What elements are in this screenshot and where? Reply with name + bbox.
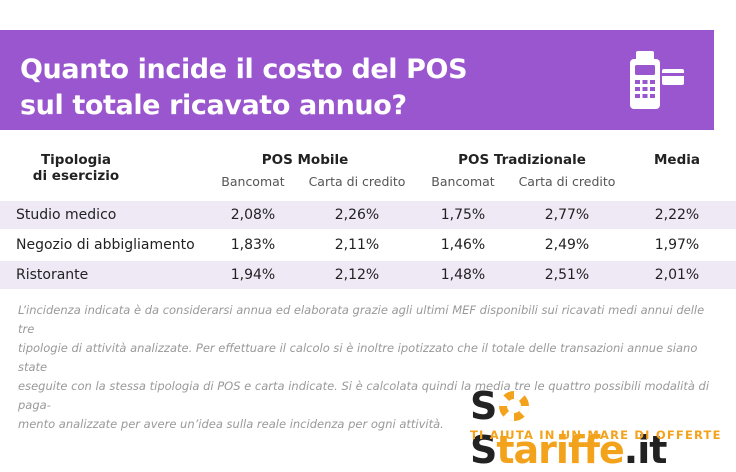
cell-traditional-credit: 2,51% bbox=[544, 267, 590, 283]
cell-traditional-bancomat: 1,46% bbox=[440, 237, 486, 253]
sub-header-mobile-bancomat: Bancomat bbox=[221, 174, 285, 189]
cell-mobile-credit: 2,11% bbox=[334, 237, 380, 253]
footnote-line: tipologie di attività analizzate. Per ef… bbox=[18, 341, 698, 374]
table-row: Studio medico 2,08% 2,26% 1,75% 2,77% 2,… bbox=[0, 201, 736, 229]
sostariffe-logo: S Stariffe.it TI AIUTA IN UN MARE DI OFF… bbox=[470, 384, 722, 472]
sub-header-traditional-bancomat: Bancomat bbox=[431, 174, 495, 189]
col-header-type: Tipologia di esercizio bbox=[20, 152, 132, 184]
col-header-type-line-2: di esercizio bbox=[32, 168, 120, 184]
cell-mobile-credit: 2,12% bbox=[334, 267, 380, 283]
footnote-line: eseguite con la stessa tipologia di POS … bbox=[18, 379, 710, 412]
page-title: Quanto incide il costo del POS sul total… bbox=[20, 52, 580, 124]
title-banner bbox=[0, 30, 714, 130]
logo-tagline: TI AIUTA IN UN MARE DI OFFERTE bbox=[470, 428, 722, 442]
row-type: Studio medico bbox=[16, 207, 117, 223]
cell-mobile-bancomat: 1,83% bbox=[230, 237, 276, 253]
cell-traditional-credit: 2,77% bbox=[544, 207, 590, 223]
cell-media: 2,01% bbox=[654, 267, 700, 283]
cell-traditional-bancomat: 1,75% bbox=[440, 207, 486, 223]
col-header-type-line-1: Tipologia bbox=[40, 152, 112, 168]
cell-media: 1,97% bbox=[654, 237, 700, 253]
footnote-line: L’incidenza indicata è da considerarsi a… bbox=[18, 303, 705, 336]
cell-mobile-bancomat: 1,94% bbox=[230, 267, 276, 283]
cell-traditional-bancomat: 1,48% bbox=[440, 267, 486, 283]
lifebuoy-icon bbox=[499, 391, 530, 421]
sub-header-traditional-credit: Carta di credito bbox=[518, 174, 616, 189]
page-title-line-1: Quanto incide il costo del POS bbox=[20, 54, 468, 85]
group-header-pos-mobile: POS Mobile bbox=[261, 152, 349, 168]
row-type: Negozio di abbigliamento bbox=[16, 237, 195, 253]
col-header-media: Media bbox=[654, 152, 700, 168]
cell-mobile-credit: 2,26% bbox=[334, 207, 380, 223]
cell-mobile-bancomat: 2,08% bbox=[230, 207, 276, 223]
logo-letter-s: S bbox=[470, 384, 497, 428]
page-title-line-2: sul totale ricavato annuo? bbox=[20, 90, 407, 121]
table-row: Ristorante 1,94% 2,12% 1,48% 2,51% 2,01% bbox=[0, 261, 736, 289]
footnote: L’incidenza indicata è da considerarsi a… bbox=[18, 301, 723, 434]
table-row: Negozio di abbigliamento 1,83% 2,11% 1,4… bbox=[0, 231, 736, 259]
pos-terminal-icon bbox=[630, 51, 684, 109]
footnote-line: mento analizzate per avere un’idea sulla… bbox=[18, 417, 444, 431]
cell-media: 2,22% bbox=[654, 207, 700, 223]
sub-header-mobile-credit: Carta di credito bbox=[308, 174, 406, 189]
cell-traditional-credit: 2,49% bbox=[544, 237, 590, 253]
group-header-pos-traditional: POS Tradizionale bbox=[458, 152, 586, 168]
row-type: Ristorante bbox=[16, 267, 89, 283]
